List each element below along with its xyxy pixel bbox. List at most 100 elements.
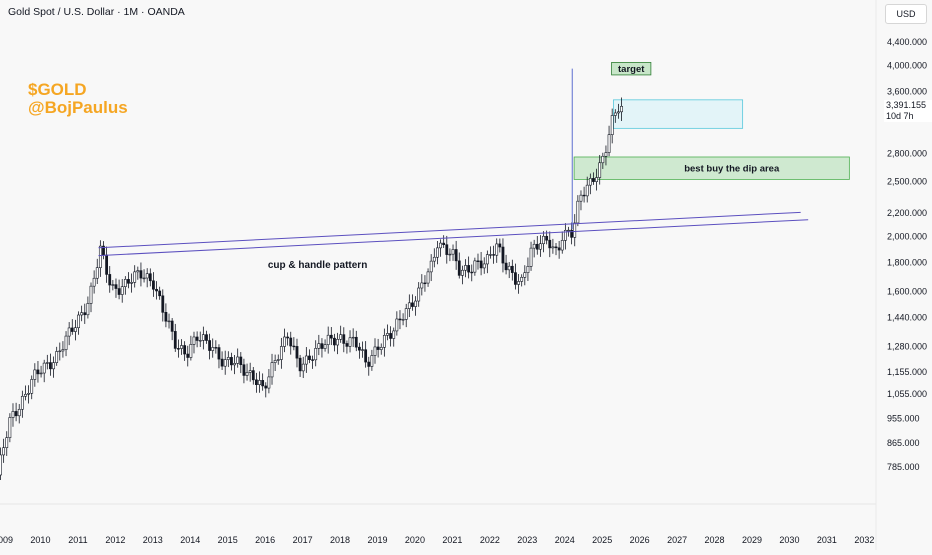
time-tick-label: 2016 bbox=[255, 535, 275, 545]
candle-body bbox=[30, 379, 34, 394]
candle-body bbox=[398, 318, 402, 321]
candle-body bbox=[226, 357, 230, 360]
candle-body bbox=[479, 260, 483, 269]
time-tick-label: 2022 bbox=[480, 535, 500, 545]
time-tick-label: 2031 bbox=[817, 535, 837, 545]
candle-body bbox=[563, 229, 567, 241]
candle-body bbox=[5, 437, 9, 449]
price-tick-label: 955.000 bbox=[887, 414, 920, 424]
time-tick-label: 2026 bbox=[630, 535, 650, 545]
time-tick-label: 2032 bbox=[854, 535, 874, 545]
current-price-label: 3,391.155 10d 7h bbox=[884, 100, 932, 122]
candle-body bbox=[560, 240, 564, 251]
candle-body bbox=[74, 327, 77, 332]
price-tick-label: 4,400.000 bbox=[887, 37, 927, 47]
candle-body bbox=[201, 334, 205, 341]
time-tick-label: 2021 bbox=[442, 535, 462, 545]
candle-body bbox=[123, 279, 127, 287]
candle-body bbox=[308, 355, 311, 360]
candle-body bbox=[220, 358, 224, 367]
candle-body bbox=[323, 344, 327, 349]
candle-body bbox=[49, 362, 52, 370]
candle-body bbox=[24, 393, 27, 397]
candle-body bbox=[133, 271, 137, 283]
candle-body bbox=[58, 350, 62, 353]
time-tick-label: 2028 bbox=[705, 535, 725, 545]
candle-body bbox=[482, 263, 486, 269]
candle-body bbox=[17, 408, 21, 417]
candle-body bbox=[27, 392, 30, 395]
candle-body bbox=[180, 345, 183, 349]
candle-body bbox=[114, 284, 118, 289]
time-tick-label: 2010 bbox=[30, 535, 50, 545]
cup-handle-trendline-1 bbox=[98, 211, 801, 249]
candle-body bbox=[304, 355, 308, 365]
candle-body bbox=[242, 364, 246, 376]
buy-zone-label: best buy the dip area bbox=[684, 164, 780, 175]
candle-body bbox=[573, 222, 577, 238]
candle-body bbox=[286, 336, 290, 339]
candle-body bbox=[517, 281, 520, 285]
candle-body bbox=[86, 303, 90, 316]
price-tick-label: 2,200.000 bbox=[887, 208, 927, 218]
candle-body bbox=[245, 372, 249, 376]
candle-body bbox=[33, 369, 37, 380]
candle-body bbox=[545, 235, 549, 241]
price-tick-label: 3,600.000 bbox=[887, 86, 927, 96]
candle-body bbox=[173, 331, 177, 349]
candle-body bbox=[142, 277, 146, 280]
candle-body bbox=[348, 337, 352, 347]
candle-body bbox=[183, 345, 187, 355]
candle-body bbox=[117, 288, 121, 295]
candle-body bbox=[239, 356, 243, 366]
candle-body bbox=[0, 454, 2, 476]
candle-body bbox=[373, 346, 377, 356]
pre-target-box bbox=[613, 99, 744, 129]
candle-body bbox=[367, 361, 371, 367]
candle-body bbox=[329, 334, 333, 339]
candle-body bbox=[345, 343, 349, 347]
candle-body bbox=[20, 395, 24, 410]
candle-body bbox=[36, 369, 40, 375]
time-tick-label: 2012 bbox=[105, 535, 125, 545]
candle-body bbox=[523, 272, 527, 278]
candle-body bbox=[420, 282, 424, 289]
candle-body bbox=[551, 246, 555, 249]
currency-selector[interactable]: USD bbox=[885, 4, 927, 24]
candle-body bbox=[414, 300, 417, 307]
target-box bbox=[611, 62, 652, 76]
candle-body bbox=[595, 177, 598, 182]
price-tick-label: 2,000.000 bbox=[887, 231, 927, 241]
candle-body bbox=[473, 260, 477, 273]
candle-body bbox=[492, 254, 495, 256]
candle-body bbox=[554, 246, 558, 249]
candle-body bbox=[389, 333, 393, 339]
candle-body bbox=[189, 344, 193, 358]
candle-body bbox=[529, 247, 533, 267]
symbol-title: Gold Spot / U.S. Dollar · 1M · OANDA bbox=[8, 6, 185, 18]
candle-body bbox=[39, 372, 43, 375]
candle-body bbox=[95, 267, 99, 279]
time-tick-label: 2025 bbox=[592, 535, 612, 545]
candle-body bbox=[426, 271, 430, 284]
candle-body bbox=[598, 162, 602, 178]
cup-handle-trendline-2 bbox=[98, 219, 809, 257]
candle-body bbox=[457, 260, 461, 276]
candle-body bbox=[326, 334, 330, 345]
candle-body bbox=[127, 279, 130, 284]
candle-body bbox=[298, 357, 302, 372]
candle-body bbox=[98, 245, 102, 268]
candle-body bbox=[152, 280, 155, 290]
price-tick-label: 1,055.000 bbox=[887, 389, 927, 399]
candle-body bbox=[489, 254, 492, 256]
candle-body bbox=[83, 312, 87, 316]
candle-body bbox=[582, 194, 586, 197]
candle-body bbox=[192, 336, 196, 345]
candle-body bbox=[620, 105, 623, 113]
candle-body bbox=[208, 340, 211, 351]
candle-body bbox=[592, 178, 595, 182]
watermark-author: @BojPaulus bbox=[28, 98, 128, 117]
candle-body bbox=[539, 243, 542, 250]
